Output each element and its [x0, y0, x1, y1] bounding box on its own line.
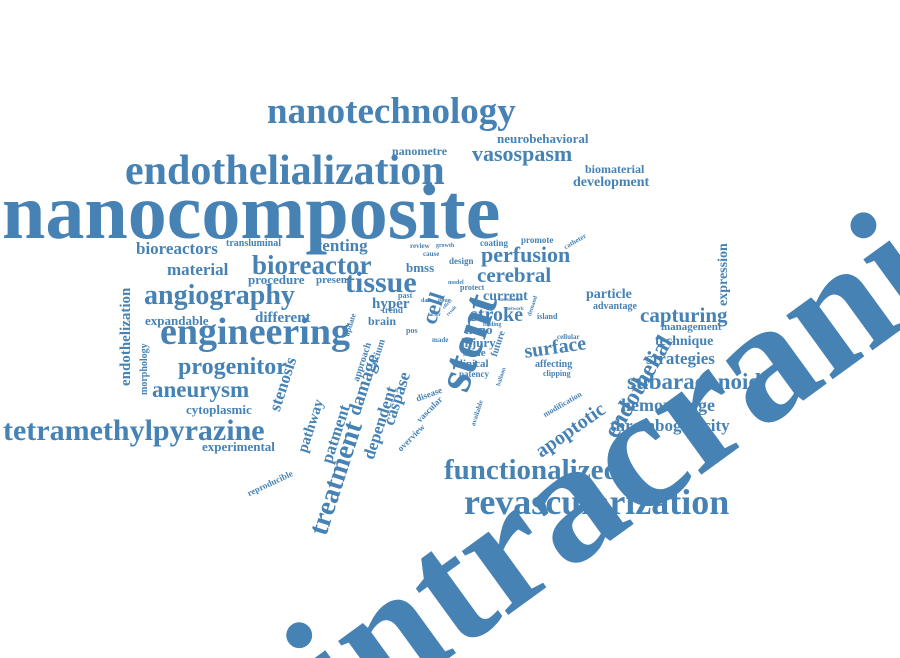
word-data: data [421, 298, 433, 304]
word-injury: injury [461, 335, 496, 350]
word-endothelization: endothelization [118, 287, 134, 386]
word-past: past [398, 291, 413, 300]
word-expandable: expandable [145, 313, 209, 328]
word-cellular: cellular [557, 333, 580, 341]
word-nanotechnology: nanotechnology [267, 91, 516, 132]
word-model: model [448, 280, 464, 286]
word-expression: expression [716, 243, 731, 306]
word-neurobehavioral: neurobehavioral [497, 131, 589, 146]
word-stenting: stenting [310, 236, 368, 255]
word-current: current [483, 289, 528, 304]
word-angiography: angiography [144, 280, 295, 311]
word-available: available [469, 399, 485, 428]
word-factor: factor [428, 313, 441, 318]
word-balloon: balloon [496, 366, 508, 387]
word-management: management [661, 321, 722, 333]
word-bioreactors: bioreactors [136, 239, 218, 258]
word-cerebral: cerebral [477, 263, 552, 287]
word-present: present [316, 274, 351, 286]
word-aneurysm: aneurysm [152, 377, 250, 402]
word-island: island [537, 312, 558, 321]
word-experimental: experimental [202, 439, 275, 454]
word-endothelialization: endothelialization [125, 148, 445, 194]
word-subarachnoid: subarachnoid [627, 369, 762, 394]
word-hyper: hyper [372, 296, 410, 312]
word-biomaterial: biomaterial [585, 162, 645, 176]
word-review: review [410, 242, 430, 250]
word-strategies: strategies [646, 349, 715, 368]
word-reproducible: reproducible [245, 468, 295, 499]
word-growth: growth [436, 243, 455, 249]
word-particle: particle [586, 287, 632, 302]
word-brain: brain [368, 314, 397, 328]
word-network: network [506, 307, 524, 312]
word-bioreactor: bioreactor [252, 250, 372, 280]
word-made: made [432, 336, 449, 344]
word-thrombogenicity: thrombogenicity [610, 416, 730, 435]
word-tetramethylpyrazine: tetramethylpyrazine [3, 414, 265, 447]
word-patency: patency [459, 369, 489, 379]
word-nano: nano [465, 322, 493, 337]
word-advantage: advantage [593, 301, 637, 312]
word-vasculature: vasculature [498, 298, 523, 303]
word-tissue: tissue [345, 266, 417, 299]
word-transluminal: transluminal [226, 238, 282, 249]
word-design: design [449, 256, 474, 266]
word-catheter: catheter [562, 231, 588, 252]
word-bmss: bmss [406, 260, 435, 275]
word-overview: overview [395, 421, 427, 454]
word-nanometre: nanometre [392, 144, 448, 158]
word-development: development [573, 175, 650, 190]
word-issue: issue [438, 298, 451, 304]
word-coating: coating [480, 238, 508, 248]
word-engineering: engineering [160, 311, 350, 353]
word-revascularization: revascularization [464, 482, 730, 522]
word-clipping: clipping [543, 369, 571, 378]
word-technique: technique [655, 334, 714, 349]
word-scale: scale [463, 347, 486, 359]
word-stroke: stroke [470, 304, 523, 326]
word-material: material [167, 260, 229, 279]
word-progenitor: progenitor [178, 354, 287, 380]
word-capturing: capturing [640, 303, 728, 327]
word-cytoplasmic: cytoplasmic [186, 402, 252, 417]
word-vasospasm: vasospasm [472, 141, 573, 166]
word-perfusion: perfusion [481, 242, 571, 267]
word-affecting: affecting [535, 359, 573, 370]
word-cause: cause [423, 250, 440, 258]
word-morphology: morphology [139, 343, 150, 395]
word-procedure: procedure [248, 272, 305, 287]
word-promote: promote [521, 235, 554, 245]
word-different: different [255, 310, 311, 326]
word-functionalized: functionalized [444, 454, 620, 486]
word-nanocomposite: nanocomposite [2, 168, 501, 255]
word-trend: trend [382, 305, 403, 315]
word-pos: pos [406, 326, 418, 335]
word-finding: finding [483, 322, 502, 328]
word-protect: protect [460, 283, 485, 292]
word-clinical: clinical [455, 358, 489, 370]
word-hemorrhage: hemorrhage [621, 395, 715, 415]
